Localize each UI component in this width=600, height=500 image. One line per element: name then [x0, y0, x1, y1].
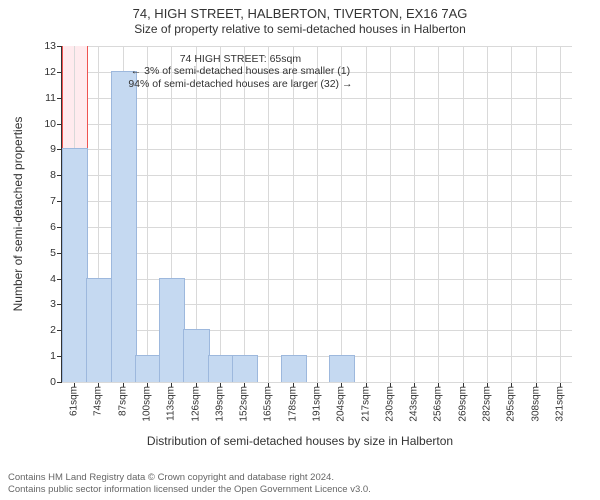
xtick-label: 165sqm: [263, 386, 274, 422]
gridline-v: [390, 46, 391, 382]
xtick-label: 243sqm: [409, 386, 420, 422]
xtick-label: 204sqm: [336, 386, 347, 422]
gridline-v: [463, 46, 464, 382]
xtick-label: 217sqm: [360, 386, 371, 422]
ytick-label: 11: [45, 92, 56, 104]
xtick-label: 74sqm: [93, 386, 104, 416]
ytick-label: 4: [50, 273, 56, 285]
xtick-label: 152sqm: [239, 386, 250, 422]
gridline-v: [414, 46, 415, 382]
ytick-label: 1: [50, 350, 56, 362]
ytick-label: 8: [50, 169, 56, 181]
ytick-label: 3: [50, 298, 56, 310]
ytick-label: 5: [50, 247, 56, 259]
bar: [329, 355, 355, 382]
ytick-label: 7: [50, 195, 56, 207]
chart-title: 74, HIGH STREET, HALBERTON, TIVERTON, EX…: [0, 6, 600, 22]
footer-line-2: Contains public sector information licen…: [8, 484, 371, 496]
ytick-label: 6: [50, 221, 56, 233]
ytick-mark: [57, 382, 61, 383]
x-axis-label: Distribution of semi-detached houses by …: [0, 434, 600, 448]
ytick-mark: [57, 72, 61, 73]
bar: [281, 355, 307, 382]
ytick-mark: [57, 356, 61, 357]
ytick-mark: [57, 227, 61, 228]
plot-area: 01234567891011121361sqm74sqm87sqm100sqm1…: [62, 46, 572, 382]
gridline-v: [317, 46, 318, 382]
ytick-mark: [57, 124, 61, 125]
ytick-mark: [57, 304, 61, 305]
annotation-line-1: 74 HIGH STREET: 65sqm: [128, 53, 352, 66]
ytick-mark: [57, 98, 61, 99]
annotation-box: 74 HIGH STREET: 65sqm← 3% of semi-detach…: [128, 53, 352, 91]
ytick-mark: [57, 279, 61, 280]
gridline-v: [366, 46, 367, 382]
ytick-label: 9: [50, 143, 56, 155]
xtick-label: 61sqm: [69, 386, 80, 416]
ytick-mark: [57, 253, 61, 254]
annotation-line-2: ← 3% of semi-detached houses are smaller…: [128, 66, 352, 79]
xtick-label: 191sqm: [312, 386, 323, 422]
bar: [183, 329, 209, 382]
xtick-label: 230sqm: [384, 386, 395, 422]
gridline-v: [511, 46, 512, 382]
bar: [208, 355, 234, 382]
bar: [135, 355, 161, 382]
gridline-v: [438, 46, 439, 382]
xtick-label: 321sqm: [554, 386, 565, 422]
xtick-label: 308sqm: [530, 386, 541, 422]
xtick-label: 282sqm: [482, 386, 493, 422]
bar: [111, 71, 137, 382]
gridline-v: [560, 46, 561, 382]
gridline-v: [487, 46, 488, 382]
ytick-label: 12: [44, 66, 56, 78]
gridline-v: [341, 46, 342, 382]
gridline-v: [268, 46, 269, 382]
xtick-label: 256sqm: [433, 386, 444, 422]
ytick-label: 0: [50, 376, 56, 388]
bar: [159, 278, 185, 382]
ytick-mark: [57, 46, 61, 47]
bar: [86, 278, 112, 382]
ytick-label: 10: [44, 118, 56, 130]
footer: Contains HM Land Registry data © Crown c…: [8, 472, 371, 496]
xtick-label: 100sqm: [142, 386, 153, 422]
bar: [232, 355, 258, 382]
xtick-label: 126sqm: [190, 386, 201, 422]
y-axis-label: Number of semi-detached properties: [11, 117, 25, 312]
ytick-label: 2: [50, 324, 56, 336]
annotation-line-3: 94% of semi-detached houses are larger (…: [128, 78, 352, 91]
chart-titles: 74, HIGH STREET, HALBERTON, TIVERTON, EX…: [0, 6, 600, 37]
gridline-v: [536, 46, 537, 382]
xtick-label: 113sqm: [166, 386, 177, 421]
xtick-label: 269sqm: [457, 386, 468, 422]
ytick-mark: [57, 149, 61, 150]
chart-subtitle: Size of property relative to semi-detach…: [0, 22, 600, 37]
footer-line-1: Contains HM Land Registry data © Crown c…: [8, 472, 371, 484]
bar: [62, 148, 88, 382]
gridline-v: [147, 46, 148, 382]
ytick-label: 13: [44, 40, 56, 52]
gridline-v: [220, 46, 221, 382]
ytick-mark: [57, 175, 61, 176]
xtick-label: 295sqm: [506, 386, 517, 422]
gridline-v: [293, 46, 294, 382]
gridline-v: [244, 46, 245, 382]
xtick-label: 87sqm: [117, 386, 128, 416]
xtick-label: 139sqm: [214, 386, 225, 422]
ytick-mark: [57, 201, 61, 202]
xtick-label: 178sqm: [287, 386, 298, 422]
ytick-mark: [57, 330, 61, 331]
